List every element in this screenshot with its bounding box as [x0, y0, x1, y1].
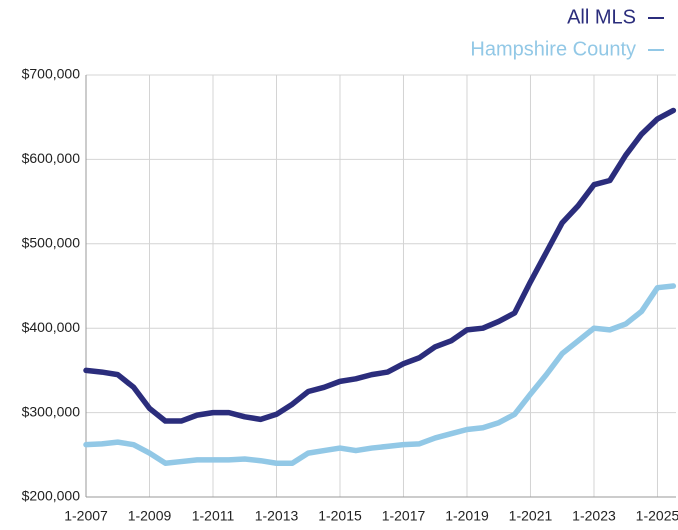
- legend-label: All MLS: [567, 6, 636, 28]
- x-tick-label: 1-2015: [318, 508, 362, 524]
- series-line: [83, 107, 677, 424]
- x-tick-label: 1-2021: [509, 508, 553, 524]
- x-tick-label: 1-2023: [572, 508, 616, 524]
- x-tick-label: 1-2011: [192, 508, 235, 524]
- y-tick-label: $600,000: [22, 150, 81, 166]
- y-tick-label: $500,000: [22, 235, 81, 251]
- y-tick-label: $400,000: [22, 319, 81, 335]
- x-tick-label: 1-2025: [636, 508, 678, 524]
- y-tick-label: $200,000: [22, 488, 81, 504]
- y-tick-label: $700,000: [22, 66, 81, 82]
- x-tick-label: 1-2009: [128, 508, 172, 524]
- x-tick-label: 1-2013: [255, 508, 299, 524]
- x-tick-label: 1-2007: [64, 508, 108, 524]
- series-line: [83, 283, 677, 466]
- x-tick-label: 1-2017: [382, 508, 426, 524]
- y-tick-label: $300,000: [22, 403, 81, 419]
- legend-label: Hampshire County: [470, 38, 636, 60]
- x-tick-label: 1-2019: [445, 508, 489, 524]
